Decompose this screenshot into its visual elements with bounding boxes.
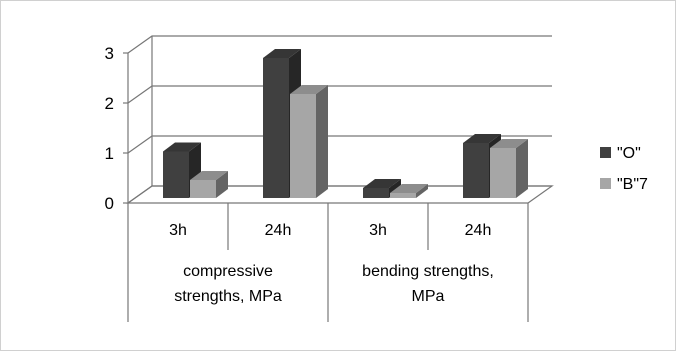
bar-front <box>463 143 489 198</box>
x-axis: 3h 24h 3h 24h compressive strengths, MPa bendi… <box>127 203 529 322</box>
y-axis-ticks: 0 1 2 3 <box>105 44 128 213</box>
bar-top <box>363 179 401 188</box>
y-tick-label: 3 <box>105 44 114 63</box>
y-tick-label: 2 <box>105 94 114 113</box>
x-group-label: bending strengths, <box>362 263 494 280</box>
gridlines <box>127 35 552 204</box>
bar-front <box>363 188 389 198</box>
bar-top <box>490 139 528 148</box>
legend-label: "O" <box>617 145 641 162</box>
bar-top <box>190 171 228 180</box>
legend: "O" "B"7 <box>600 145 648 193</box>
bar-top <box>290 85 328 94</box>
x-tick-label: 24h <box>265 222 292 239</box>
bars <box>163 49 528 198</box>
bar-front <box>263 58 289 198</box>
x-tick-label: 3h <box>169 222 187 239</box>
x-tick-label: 3h <box>369 222 387 239</box>
bar-front <box>163 151 189 198</box>
bar <box>190 171 228 198</box>
bar-front <box>390 193 416 198</box>
x-group-label: compressive <box>183 263 273 280</box>
y-tick-label: 1 <box>105 144 114 163</box>
bar-front <box>190 180 216 198</box>
bar <box>490 139 528 198</box>
gridline <box>127 85 552 104</box>
x-group-label: MPa <box>412 288 445 305</box>
bar-side <box>416 184 428 198</box>
gridline <box>127 35 552 54</box>
x-group-label: strengths, MPa <box>174 288 282 305</box>
bar-top <box>390 184 428 193</box>
bar <box>290 85 328 198</box>
bar-top <box>463 134 501 143</box>
x-tick-label: 24h <box>465 222 492 239</box>
legend-label: "B"7 <box>617 176 648 193</box>
bar-top <box>263 49 301 58</box>
bar <box>390 184 428 198</box>
legend-swatch <box>600 178 611 189</box>
gridline <box>127 135 552 154</box>
bar-side <box>316 85 328 198</box>
bar-side <box>516 139 528 198</box>
bar-front <box>490 148 516 198</box>
y-tick-label: 0 <box>105 194 114 213</box>
bar-top <box>163 142 201 152</box>
legend-swatch <box>600 147 611 158</box>
bar-front <box>290 94 316 198</box>
